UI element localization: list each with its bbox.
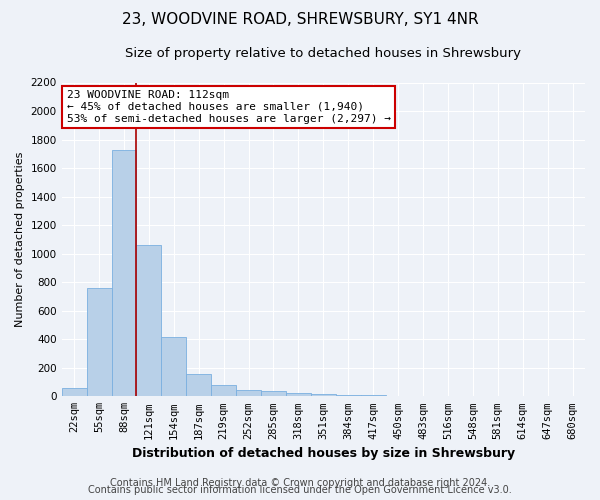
Bar [261,390,286,396]
Bar [286,392,311,396]
Bar [336,394,361,396]
Y-axis label: Number of detached properties: Number of detached properties [15,152,25,327]
Bar [361,395,386,396]
Bar [62,388,86,396]
Bar [136,245,161,396]
Bar [112,150,136,396]
Text: Contains HM Land Registry data © Crown copyright and database right 2024.: Contains HM Land Registry data © Crown c… [110,478,490,488]
Bar [161,337,186,396]
Text: 23 WOODVINE ROAD: 112sqm
← 45% of detached houses are smaller (1,940)
53% of sem: 23 WOODVINE ROAD: 112sqm ← 45% of detach… [67,90,391,124]
X-axis label: Distribution of detached houses by size in Shrewsbury: Distribution of detached houses by size … [132,447,515,460]
Text: 23, WOODVINE ROAD, SHREWSBURY, SY1 4NR: 23, WOODVINE ROAD, SHREWSBURY, SY1 4NR [122,12,478,28]
Bar [311,394,336,396]
Bar [186,374,211,396]
Bar [236,390,261,396]
Bar [86,288,112,397]
Bar [211,385,236,396]
Text: Contains public sector information licensed under the Open Government Licence v3: Contains public sector information licen… [88,485,512,495]
Title: Size of property relative to detached houses in Shrewsbury: Size of property relative to detached ho… [125,48,521,60]
